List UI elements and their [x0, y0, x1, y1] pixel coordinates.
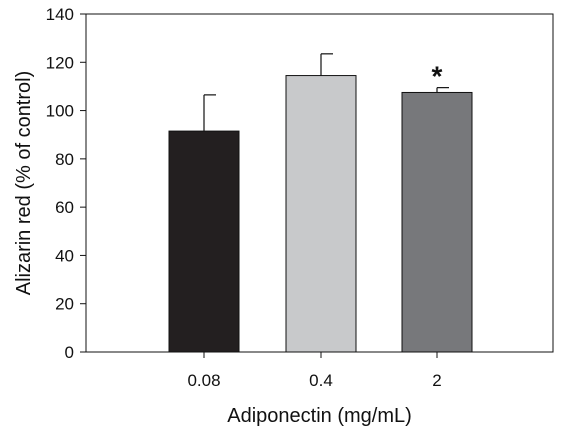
- y-tick-label: 80: [55, 150, 74, 169]
- significance-marker: *: [432, 61, 443, 92]
- bar-0.4: [285, 75, 357, 353]
- y-axis-label: Alizarin red (% of control): [13, 71, 35, 296]
- y-tick-label: 40: [55, 246, 74, 265]
- y-tick-label: 140: [46, 5, 74, 24]
- x-axis-label: Adiponectin (mg/mL): [227, 405, 412, 427]
- y-tick-label: 60: [55, 198, 74, 217]
- x-tick-label: 2: [432, 371, 441, 390]
- error-bars-layer: [203, 53, 449, 132]
- plot-frame: [85, 13, 554, 353]
- y-tick-label: 120: [46, 53, 74, 72]
- y-axis: 0 20 40 60 80 100 120 140: [46, 5, 86, 362]
- error-bar-0.08: [203, 94, 216, 132]
- bar-2: [401, 91, 473, 353]
- x-axis: 0.08 0.4 2: [187, 352, 442, 390]
- error-bar-0.4: [320, 53, 333, 76]
- y-tick-label: 20: [55, 295, 74, 314]
- bar-0.08: [168, 130, 240, 353]
- annotations-layer: *: [432, 61, 443, 92]
- y-tick-label: 100: [46, 102, 74, 121]
- error-bar-2: [436, 87, 449, 93]
- x-tick-label: 0.4: [309, 371, 333, 390]
- y-tick-label: 0: [65, 343, 74, 362]
- bars-layer: [168, 75, 473, 353]
- x-tick-label: 0.08: [187, 371, 220, 390]
